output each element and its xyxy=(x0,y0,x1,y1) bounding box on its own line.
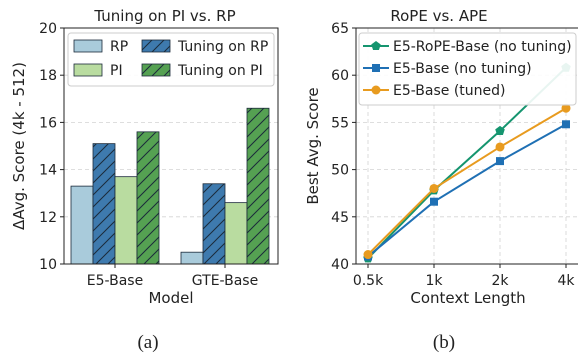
legend-label: E5-RoPE-Base (no tuning) xyxy=(393,39,572,55)
chart-b-x-ticks: 0.5k 1k 2k 4k xyxy=(353,264,575,289)
bar-hatch xyxy=(203,183,225,264)
chart-a-legend-box xyxy=(67,32,275,87)
chart-a-bars xyxy=(70,107,270,265)
chart-b-series xyxy=(363,62,571,263)
bar-rp xyxy=(180,251,204,265)
data-point-e5-base-tuned xyxy=(495,142,505,152)
legend-label: E5-Base (no tuning) xyxy=(393,61,532,77)
chart-b-x-tick-label: 0.5k xyxy=(353,273,384,289)
chart-a-y-tick-label: 12 xyxy=(39,210,57,226)
series-line-e5-base-no-tuning xyxy=(367,123,567,258)
chart-b-y-tick-label: 65 xyxy=(331,21,349,37)
panel-b: RoPE vs. APE 40 45 50 55 60 65 0.5k 1k 2k 4k E5-… xyxy=(304,7,578,353)
legend-marker-e5-base-tuned xyxy=(371,85,381,95)
series-line-e5-base-tuned xyxy=(367,107,567,256)
chart-b-y-tick-label: 45 xyxy=(331,210,349,226)
chart-a-y-tick-label: 16 xyxy=(39,115,57,131)
data-point-e5-base-tuned xyxy=(363,250,373,260)
data-point-e5-base-tuned xyxy=(561,103,571,113)
panel-b-caption: (b) xyxy=(433,332,455,353)
legend-swatch-pi xyxy=(73,63,103,77)
bar-hatch xyxy=(247,108,269,265)
chart-a-y-axis-label: ΔAvg. Score (4k - 512) xyxy=(10,62,28,230)
bar-hatch xyxy=(137,131,159,264)
legend-label: PI xyxy=(110,63,123,79)
chart-a-x-axis-label: Model xyxy=(148,289,193,307)
bar-hatch xyxy=(93,143,115,264)
chart-b-frame xyxy=(355,27,578,265)
chart-a-y-ticks: 10 12 14 16 18 20 xyxy=(39,21,64,273)
panel-a-caption: (a) xyxy=(137,332,158,353)
chart-b-y-tick-label: 40 xyxy=(331,257,349,273)
legend-marker-e5-base-no-tuning xyxy=(372,64,380,72)
data-point-e5-base-no-tuning xyxy=(496,157,504,166)
chart-b-legend: E5-RoPE-Base (no tuning) E5-Base (no tuni… xyxy=(358,32,577,106)
legend-label: RP xyxy=(110,39,128,55)
chart-a-title: Tuning on PI vs. RP xyxy=(93,7,235,25)
chart-a-y-tick-label: 18 xyxy=(39,68,57,84)
chart-a-x-ticks: E5-Base GTE-Base xyxy=(87,264,258,289)
chart-b-y-axis-label: Best Avg. Score xyxy=(304,87,322,204)
chart-a-y-tick-label: 14 xyxy=(39,163,57,179)
chart-b-title: RoPE vs. APE xyxy=(390,7,487,25)
chart-a-frame xyxy=(63,27,279,265)
data-point-e5-rope-base-no-tuning xyxy=(495,125,505,135)
panel-a: Tuning on PI vs. RP 10 12 14 16 18 20 E5-Base… xyxy=(10,7,279,353)
data-point-e5-base-tuned xyxy=(429,183,439,193)
legend-marker-e5-rope-base-no-tuning xyxy=(371,41,381,51)
legend-swatch-hatch xyxy=(142,40,170,52)
chart-b-x-axis-label: Context Length xyxy=(410,289,525,307)
data-point-e5-base-no-tuning xyxy=(562,120,570,129)
chart-b-x-tick-label: 4k xyxy=(557,273,575,289)
data-point-e5-base-no-tuning xyxy=(430,197,438,206)
legend-swatch-rp xyxy=(73,39,103,53)
chart-b-y-tick-label: 50 xyxy=(331,163,349,179)
chart-a-x-tick-label: GTE-Base xyxy=(192,273,258,289)
chart-b-x-tick-label: 1k xyxy=(425,273,443,289)
legend-swatch-hatch xyxy=(142,64,170,76)
chart-b-y-tick-label: 60 xyxy=(331,68,349,84)
legend-label: Tuning on PI xyxy=(177,63,263,79)
legend-label: Tuning on RP xyxy=(177,39,268,55)
chart-a-y-tick-label: 10 xyxy=(39,257,57,273)
legend-label: E5-Base (tuned) xyxy=(393,83,506,99)
chart-a-legend: RP PI Tuning on RP Tuning on PI xyxy=(67,32,275,87)
chart-b-y-tick-label: 55 xyxy=(331,115,349,131)
bar-pi xyxy=(114,176,138,265)
chart-b-x-tick-label: 2k xyxy=(491,273,509,289)
bar-rp xyxy=(70,185,94,265)
chart-b-y-ticks: 40 45 50 55 60 65 xyxy=(331,21,356,273)
chart-b-legend-box xyxy=(358,32,577,106)
bar-pi xyxy=(224,202,248,265)
chart-a-x-tick-label: E5-Base xyxy=(87,273,143,289)
chart-a-y-tick-label: 20 xyxy=(39,21,57,37)
